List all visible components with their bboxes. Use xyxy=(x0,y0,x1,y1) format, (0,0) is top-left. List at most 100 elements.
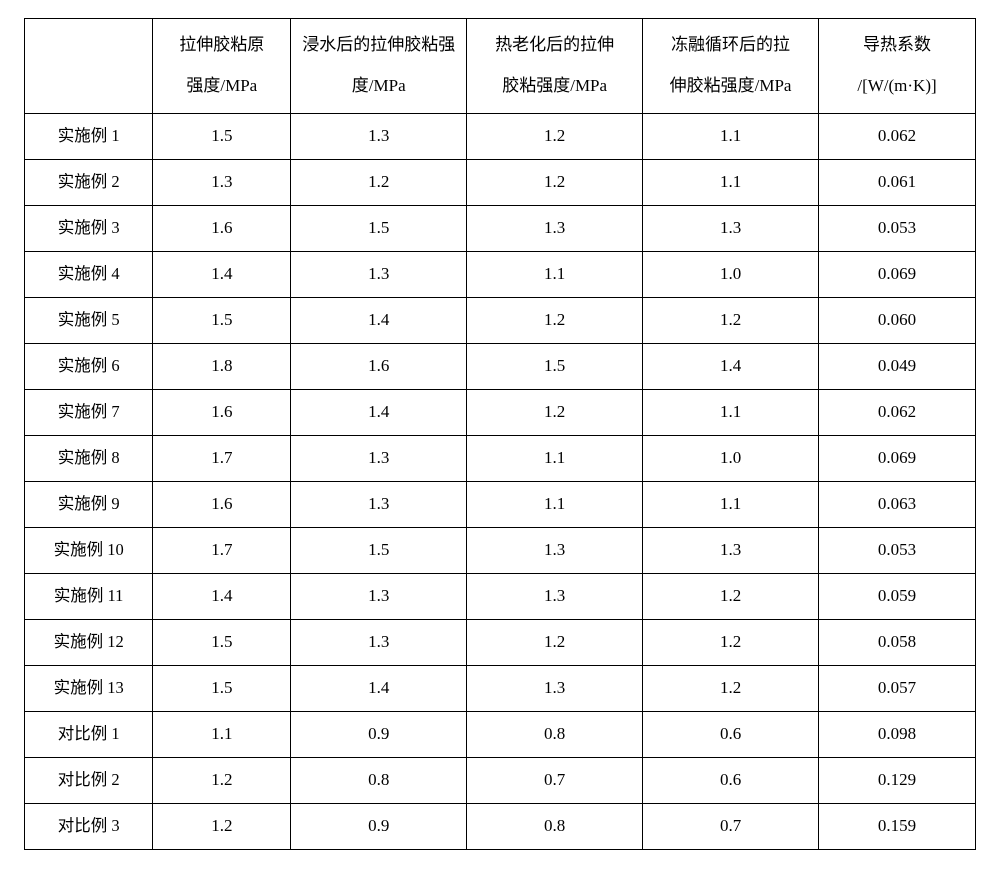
data-cell: 1.3 xyxy=(467,205,643,251)
data-cell: 1.5 xyxy=(153,619,291,665)
row-label: 实施例 5 xyxy=(25,297,153,343)
table-row: 实施例 31.61.51.31.30.053 xyxy=(25,205,976,251)
data-cell: 1.1 xyxy=(643,389,819,435)
data-cell: 1.8 xyxy=(153,343,291,389)
data-cell: 1.2 xyxy=(153,803,291,849)
table-body: 实施例 11.51.31.21.10.062实施例 21.31.21.21.10… xyxy=(25,113,976,849)
data-cell: 0.8 xyxy=(467,803,643,849)
data-cell: 1.4 xyxy=(291,389,467,435)
data-cell: 0.9 xyxy=(291,803,467,849)
data-cell: 0.069 xyxy=(819,251,976,297)
data-cell: 0.062 xyxy=(819,389,976,435)
data-cell: 0.053 xyxy=(819,205,976,251)
data-cell: 0.069 xyxy=(819,435,976,481)
data-cell: 0.129 xyxy=(819,757,976,803)
row-label: 实施例 3 xyxy=(25,205,153,251)
data-cell: 1.2 xyxy=(467,113,643,159)
col-header-line: 热老化后的拉伸 xyxy=(495,25,614,66)
col-header-line: 冻融循环后的拉 xyxy=(671,25,790,66)
results-table: 拉伸胶粘原 强度/MPa 浸水后的拉伸胶粘强 度/MPa 热老化后的拉伸 胶粘强… xyxy=(24,18,976,850)
data-cell: 1.3 xyxy=(291,619,467,665)
data-cell: 1.5 xyxy=(153,113,291,159)
data-cell: 1.1 xyxy=(467,481,643,527)
data-cell: 1.6 xyxy=(153,481,291,527)
col-header-tensile-after-heat-aging: 热老化后的拉伸 胶粘强度/MPa xyxy=(467,19,643,114)
row-label: 实施例 12 xyxy=(25,619,153,665)
data-cell: 1.3 xyxy=(291,113,467,159)
table-row: 实施例 101.71.51.31.30.053 xyxy=(25,527,976,573)
row-label: 实施例 1 xyxy=(25,113,153,159)
data-cell: 1.5 xyxy=(291,205,467,251)
row-label: 实施例 7 xyxy=(25,389,153,435)
data-cell: 1.0 xyxy=(643,251,819,297)
data-cell: 0.063 xyxy=(819,481,976,527)
data-cell: 0.6 xyxy=(643,757,819,803)
row-label: 实施例 4 xyxy=(25,251,153,297)
data-cell: 1.5 xyxy=(291,527,467,573)
table-row: 实施例 81.71.31.11.00.069 xyxy=(25,435,976,481)
data-cell: 1.7 xyxy=(153,435,291,481)
data-cell: 1.3 xyxy=(467,573,643,619)
col-header-tensile-original: 拉伸胶粘原 强度/MPa xyxy=(153,19,291,114)
table-head: 拉伸胶粘原 强度/MPa 浸水后的拉伸胶粘强 度/MPa 热老化后的拉伸 胶粘强… xyxy=(25,19,976,114)
data-cell: 1.2 xyxy=(291,159,467,205)
data-cell: 1.2 xyxy=(643,297,819,343)
data-cell: 1.0 xyxy=(643,435,819,481)
row-label: 实施例 11 xyxy=(25,573,153,619)
data-cell: 1.4 xyxy=(153,573,291,619)
data-cell: 1.2 xyxy=(643,573,819,619)
data-cell: 1.3 xyxy=(291,573,467,619)
data-cell: 1.5 xyxy=(153,297,291,343)
data-cell: 1.2 xyxy=(467,297,643,343)
row-label: 实施例 9 xyxy=(25,481,153,527)
data-cell: 1.6 xyxy=(153,205,291,251)
table-row: 对比例 21.20.80.70.60.129 xyxy=(25,757,976,803)
data-cell: 1.3 xyxy=(643,527,819,573)
table-row: 实施例 21.31.21.21.10.061 xyxy=(25,159,976,205)
table-row: 实施例 61.81.61.51.40.049 xyxy=(25,343,976,389)
data-cell: 0.061 xyxy=(819,159,976,205)
data-cell: 0.060 xyxy=(819,297,976,343)
data-cell: 1.1 xyxy=(467,435,643,481)
col-header-line: 拉伸胶粘原 xyxy=(179,25,264,66)
table-header-row: 拉伸胶粘原 强度/MPa 浸水后的拉伸胶粘强 度/MPa 热老化后的拉伸 胶粘强… xyxy=(25,19,976,114)
table-row: 对比例 11.10.90.80.60.098 xyxy=(25,711,976,757)
table-row: 对比例 31.20.90.80.70.159 xyxy=(25,803,976,849)
data-cell: 1.3 xyxy=(467,665,643,711)
data-cell: 1.6 xyxy=(291,343,467,389)
col-header-line: 度/MPa xyxy=(352,66,406,107)
col-header-tensile-after-water: 浸水后的拉伸胶粘强 度/MPa xyxy=(291,19,467,114)
data-cell: 0.053 xyxy=(819,527,976,573)
row-label: 实施例 10 xyxy=(25,527,153,573)
data-cell: 1.2 xyxy=(467,619,643,665)
row-label: 实施例 8 xyxy=(25,435,153,481)
data-cell: 1.5 xyxy=(467,343,643,389)
col-header-line: 导热系数 xyxy=(863,25,931,66)
table-row: 实施例 131.51.41.31.20.057 xyxy=(25,665,976,711)
col-header-line: 胶粘强度/MPa xyxy=(502,66,607,107)
data-cell: 1.2 xyxy=(467,159,643,205)
col-header-blank xyxy=(25,19,153,114)
table-row: 实施例 91.61.31.11.10.063 xyxy=(25,481,976,527)
data-cell: 0.062 xyxy=(819,113,976,159)
data-cell: 1.1 xyxy=(643,481,819,527)
table-row: 实施例 71.61.41.21.10.062 xyxy=(25,389,976,435)
data-cell: 0.7 xyxy=(643,803,819,849)
data-cell: 1.1 xyxy=(643,159,819,205)
data-cell: 1.1 xyxy=(153,711,291,757)
data-cell: 1.7 xyxy=(153,527,291,573)
table-row: 实施例 51.51.41.21.20.060 xyxy=(25,297,976,343)
col-header-line: /[W/(m·K)] xyxy=(857,66,936,107)
table-row: 实施例 41.41.31.11.00.069 xyxy=(25,251,976,297)
col-header-tensile-after-freeze-thaw: 冻融循环后的拉 伸胶粘强度/MPa xyxy=(643,19,819,114)
data-cell: 1.6 xyxy=(153,389,291,435)
data-cell: 1.1 xyxy=(643,113,819,159)
data-cell: 1.3 xyxy=(291,435,467,481)
data-cell: 1.3 xyxy=(643,205,819,251)
data-cell: 1.2 xyxy=(153,757,291,803)
row-label: 实施例 2 xyxy=(25,159,153,205)
table-row: 实施例 111.41.31.31.20.059 xyxy=(25,573,976,619)
data-cell: 0.8 xyxy=(467,711,643,757)
data-cell: 1.3 xyxy=(153,159,291,205)
data-cell: 0.9 xyxy=(291,711,467,757)
